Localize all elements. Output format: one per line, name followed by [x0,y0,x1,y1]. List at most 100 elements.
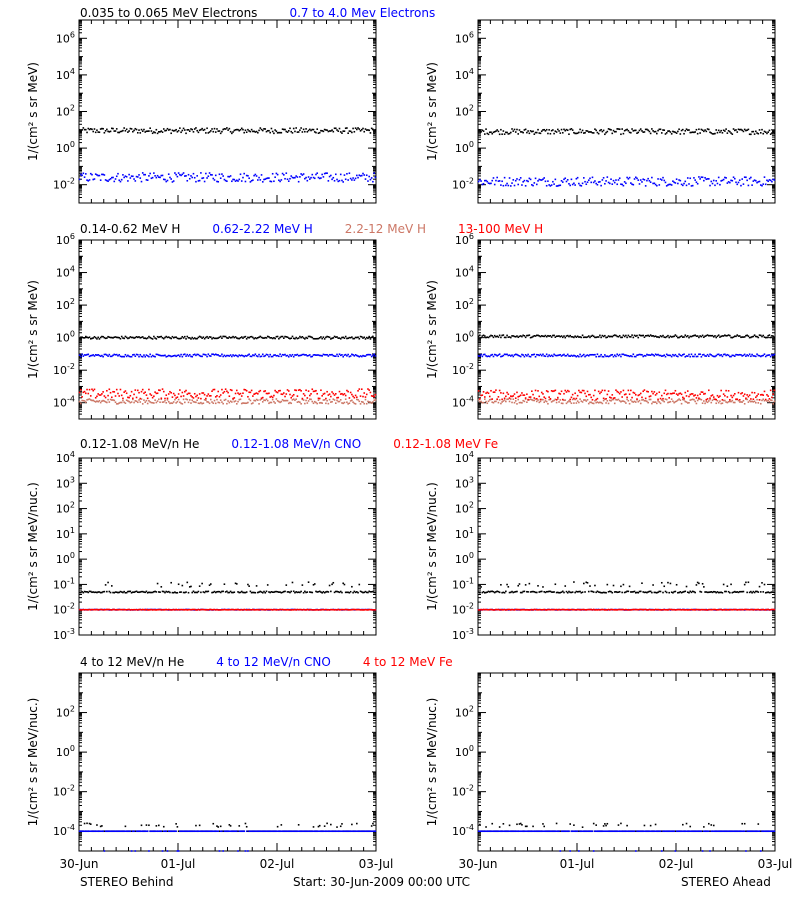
data-point [741,355,744,357]
data-point [197,590,200,593]
data-point [313,177,316,180]
data-point [326,399,328,402]
data-point [174,336,176,339]
y-tick-label: 104 [56,265,75,280]
data-point [205,172,207,175]
data-point [224,128,227,130]
data-point [558,335,560,337]
data-point [540,130,543,133]
data-point [534,389,537,392]
data-point [662,334,664,337]
data-point [313,390,316,393]
data-point [342,393,345,396]
data-point [222,590,224,593]
data-point [571,355,574,357]
data-point [363,402,366,405]
data-point [559,335,562,338]
data-point [130,591,133,594]
data-point [712,179,715,182]
data-point [110,609,113,611]
data-point [336,590,338,593]
data-point [207,590,210,593]
y-tick-label: 103 [455,475,474,490]
data-point [498,180,501,182]
data-point [214,591,217,594]
data-point [219,394,222,396]
data-point [212,591,215,594]
data-point [187,129,190,131]
data-point [634,176,637,179]
data-point [106,389,108,392]
data-point [544,400,547,402]
data-point [353,355,356,357]
data-point [169,390,171,393]
data-point [331,583,333,586]
data-point [276,354,279,357]
data-point [368,353,370,356]
data-point [341,179,343,182]
data-point [639,392,642,395]
data-point [118,395,121,397]
data-point [99,336,102,339]
data-point [539,400,542,403]
data-point [700,335,703,338]
data-point [538,132,541,134]
data-point [695,181,698,184]
data-point [372,590,374,593]
data-point [601,402,604,405]
data-point [592,335,595,338]
data-point [154,609,156,611]
data-point [92,354,95,356]
data-point [255,130,258,133]
data-point [297,354,300,357]
data-point [569,355,571,357]
data-point [564,336,567,339]
data-point [570,178,573,181]
data-point [213,127,216,130]
data-point [544,180,547,183]
data-point [357,591,359,594]
data-point [323,353,326,356]
data-point [632,130,635,132]
data-point [338,127,341,130]
data-point [663,336,666,338]
data-point [512,335,515,337]
data-point [96,129,98,131]
data-point [370,336,373,339]
data-point [351,179,353,181]
data-point [368,335,370,338]
data-point [568,133,570,136]
data-point [182,398,185,401]
data-point [148,591,150,594]
y-tick-label: 102 [56,501,75,516]
data-point [680,183,683,186]
data-point [611,353,614,356]
data-point [570,354,573,357]
data-point [193,392,196,395]
data-point [705,178,708,181]
data-point [532,393,534,396]
data-point [346,172,348,175]
data-point [557,398,559,400]
data-point [586,130,589,132]
data-point [553,353,555,356]
data-point [243,336,246,338]
data-point [604,133,606,136]
data-point [574,392,576,395]
data-point [214,609,217,611]
data-point [127,354,129,357]
data-point [721,355,724,358]
data-point [502,184,505,187]
data-point [228,175,231,178]
data-point [633,400,636,403]
data-point [766,354,768,357]
data-point [727,390,730,392]
data-point [605,180,607,182]
data-point [337,400,340,403]
data-point [341,336,343,339]
data-point [206,335,208,338]
data-point [516,128,518,131]
data-point [703,130,705,133]
data-point [266,129,269,132]
data-point [620,391,622,393]
